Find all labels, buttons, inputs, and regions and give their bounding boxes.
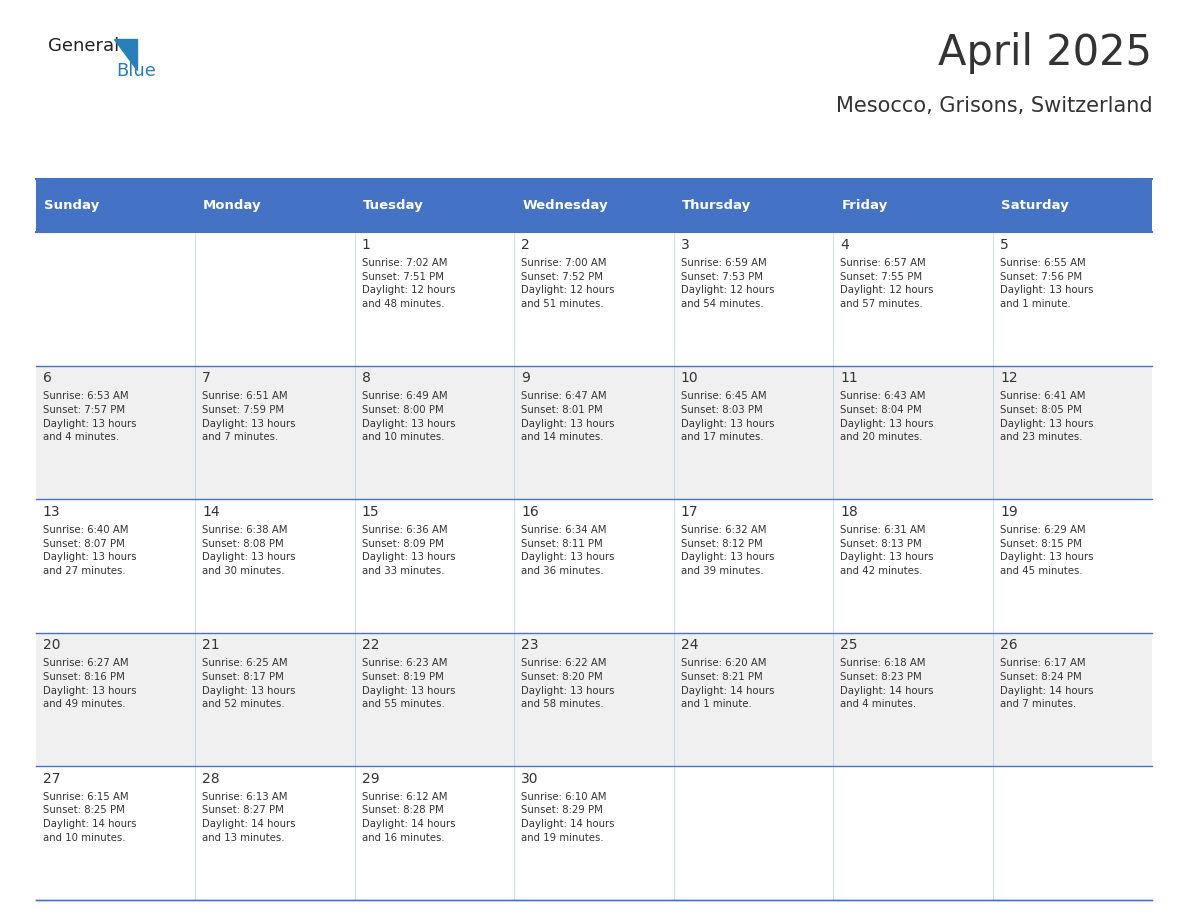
- Text: Sunrise: 6:15 AM
Sunset: 8:25 PM
Daylight: 14 hours
and 10 minutes.: Sunrise: 6:15 AM Sunset: 8:25 PM Dayligh…: [43, 792, 137, 843]
- Text: 25: 25: [840, 638, 858, 652]
- Text: Sunrise: 6:13 AM
Sunset: 8:27 PM
Daylight: 14 hours
and 13 minutes.: Sunrise: 6:13 AM Sunset: 8:27 PM Dayligh…: [202, 792, 296, 843]
- Bar: [36, 232, 1152, 365]
- Text: 26: 26: [1000, 638, 1018, 652]
- Text: Blue: Blue: [116, 62, 157, 81]
- Text: 8: 8: [362, 371, 371, 386]
- Text: 2: 2: [522, 238, 530, 252]
- Bar: [195, 179, 355, 232]
- Text: Sunrise: 6:31 AM
Sunset: 8:13 PM
Daylight: 13 hours
and 42 minutes.: Sunrise: 6:31 AM Sunset: 8:13 PM Dayligh…: [840, 525, 934, 576]
- Text: Sunrise: 6:57 AM
Sunset: 7:55 PM
Daylight: 12 hours
and 57 minutes.: Sunrise: 6:57 AM Sunset: 7:55 PM Dayligh…: [840, 258, 934, 308]
- Text: Sunrise: 6:17 AM
Sunset: 8:24 PM
Daylight: 14 hours
and 7 minutes.: Sunrise: 6:17 AM Sunset: 8:24 PM Dayligh…: [1000, 658, 1093, 710]
- Text: Sunrise: 6:36 AM
Sunset: 8:09 PM
Daylight: 13 hours
and 33 minutes.: Sunrise: 6:36 AM Sunset: 8:09 PM Dayligh…: [362, 525, 455, 576]
- Text: Sunrise: 6:29 AM
Sunset: 8:15 PM
Daylight: 13 hours
and 45 minutes.: Sunrise: 6:29 AM Sunset: 8:15 PM Dayligh…: [1000, 525, 1093, 576]
- Text: 4: 4: [840, 238, 849, 252]
- Bar: [36, 767, 1152, 900]
- Text: 28: 28: [202, 772, 220, 786]
- Text: 10: 10: [681, 371, 699, 386]
- Text: General: General: [48, 37, 119, 55]
- Text: Sunrise: 6:27 AM
Sunset: 8:16 PM
Daylight: 13 hours
and 49 minutes.: Sunrise: 6:27 AM Sunset: 8:16 PM Dayligh…: [43, 658, 137, 710]
- Text: Wednesday: Wednesday: [523, 199, 608, 212]
- Text: Sunrise: 6:45 AM
Sunset: 8:03 PM
Daylight: 13 hours
and 17 minutes.: Sunrise: 6:45 AM Sunset: 8:03 PM Dayligh…: [681, 391, 775, 442]
- Text: Sunrise: 6:12 AM
Sunset: 8:28 PM
Daylight: 14 hours
and 16 minutes.: Sunrise: 6:12 AM Sunset: 8:28 PM Dayligh…: [362, 792, 455, 843]
- Text: 9: 9: [522, 371, 530, 386]
- Text: Saturday: Saturday: [1000, 199, 1068, 212]
- Text: 13: 13: [43, 505, 61, 519]
- Bar: [674, 179, 833, 232]
- Text: Sunrise: 7:02 AM
Sunset: 7:51 PM
Daylight: 12 hours
and 48 minutes.: Sunrise: 7:02 AM Sunset: 7:51 PM Dayligh…: [362, 258, 455, 308]
- Polygon shape: [114, 39, 137, 70]
- Text: Sunrise: 6:51 AM
Sunset: 7:59 PM
Daylight: 13 hours
and 7 minutes.: Sunrise: 6:51 AM Sunset: 7:59 PM Dayligh…: [202, 391, 296, 442]
- Text: Sunrise: 6:38 AM
Sunset: 8:08 PM
Daylight: 13 hours
and 30 minutes.: Sunrise: 6:38 AM Sunset: 8:08 PM Dayligh…: [202, 525, 296, 576]
- Text: Sunday: Sunday: [44, 199, 99, 212]
- Text: 17: 17: [681, 505, 699, 519]
- Text: Sunrise: 6:22 AM
Sunset: 8:20 PM
Daylight: 13 hours
and 58 minutes.: Sunrise: 6:22 AM Sunset: 8:20 PM Dayligh…: [522, 658, 615, 710]
- Text: 14: 14: [202, 505, 220, 519]
- Text: 19: 19: [1000, 505, 1018, 519]
- Text: Thursday: Thursday: [682, 199, 751, 212]
- Text: 18: 18: [840, 505, 858, 519]
- Bar: [36, 633, 1152, 767]
- Text: Sunrise: 6:47 AM
Sunset: 8:01 PM
Daylight: 13 hours
and 14 minutes.: Sunrise: 6:47 AM Sunset: 8:01 PM Dayligh…: [522, 391, 615, 442]
- Bar: [36, 499, 1152, 633]
- Text: Sunrise: 6:23 AM
Sunset: 8:19 PM
Daylight: 13 hours
and 55 minutes.: Sunrise: 6:23 AM Sunset: 8:19 PM Dayligh…: [362, 658, 455, 710]
- Text: 6: 6: [43, 371, 51, 386]
- Text: 5: 5: [1000, 238, 1009, 252]
- Text: Sunrise: 6:53 AM
Sunset: 7:57 PM
Daylight: 13 hours
and 4 minutes.: Sunrise: 6:53 AM Sunset: 7:57 PM Dayligh…: [43, 391, 137, 442]
- Text: 27: 27: [43, 772, 61, 786]
- Text: Sunrise: 6:43 AM
Sunset: 8:04 PM
Daylight: 13 hours
and 20 minutes.: Sunrise: 6:43 AM Sunset: 8:04 PM Dayligh…: [840, 391, 934, 442]
- Text: Sunrise: 7:00 AM
Sunset: 7:52 PM
Daylight: 12 hours
and 51 minutes.: Sunrise: 7:00 AM Sunset: 7:52 PM Dayligh…: [522, 258, 615, 308]
- Text: 22: 22: [362, 638, 379, 652]
- Text: 3: 3: [681, 238, 690, 252]
- Text: Sunrise: 6:59 AM
Sunset: 7:53 PM
Daylight: 12 hours
and 54 minutes.: Sunrise: 6:59 AM Sunset: 7:53 PM Dayligh…: [681, 258, 775, 308]
- Text: Sunrise: 6:55 AM
Sunset: 7:56 PM
Daylight: 13 hours
and 1 minute.: Sunrise: 6:55 AM Sunset: 7:56 PM Dayligh…: [1000, 258, 1093, 308]
- Text: 11: 11: [840, 371, 858, 386]
- Bar: [993, 179, 1152, 232]
- Text: 7: 7: [202, 371, 211, 386]
- Text: Sunrise: 6:40 AM
Sunset: 8:07 PM
Daylight: 13 hours
and 27 minutes.: Sunrise: 6:40 AM Sunset: 8:07 PM Dayligh…: [43, 525, 137, 576]
- Text: April 2025: April 2025: [939, 32, 1152, 74]
- Text: Sunrise: 6:18 AM
Sunset: 8:23 PM
Daylight: 14 hours
and 4 minutes.: Sunrise: 6:18 AM Sunset: 8:23 PM Dayligh…: [840, 658, 934, 710]
- Text: 12: 12: [1000, 371, 1018, 386]
- Text: 1: 1: [362, 238, 371, 252]
- Text: Sunrise: 6:32 AM
Sunset: 8:12 PM
Daylight: 13 hours
and 39 minutes.: Sunrise: 6:32 AM Sunset: 8:12 PM Dayligh…: [681, 525, 775, 576]
- Bar: [36, 179, 195, 232]
- Text: Sunrise: 6:49 AM
Sunset: 8:00 PM
Daylight: 13 hours
and 10 minutes.: Sunrise: 6:49 AM Sunset: 8:00 PM Dayligh…: [362, 391, 455, 442]
- Text: Sunrise: 6:20 AM
Sunset: 8:21 PM
Daylight: 14 hours
and 1 minute.: Sunrise: 6:20 AM Sunset: 8:21 PM Dayligh…: [681, 658, 775, 710]
- Bar: [514, 179, 674, 232]
- Text: 20: 20: [43, 638, 61, 652]
- Text: 21: 21: [202, 638, 220, 652]
- Text: 29: 29: [362, 772, 379, 786]
- Text: 15: 15: [362, 505, 379, 519]
- Bar: [355, 179, 514, 232]
- Text: Friday: Friday: [841, 199, 887, 212]
- Text: Sunrise: 6:10 AM
Sunset: 8:29 PM
Daylight: 14 hours
and 19 minutes.: Sunrise: 6:10 AM Sunset: 8:29 PM Dayligh…: [522, 792, 615, 843]
- Text: 30: 30: [522, 772, 539, 786]
- Text: 16: 16: [522, 505, 539, 519]
- Text: Monday: Monday: [203, 199, 261, 212]
- Text: Sunrise: 6:34 AM
Sunset: 8:11 PM
Daylight: 13 hours
and 36 minutes.: Sunrise: 6:34 AM Sunset: 8:11 PM Dayligh…: [522, 525, 615, 576]
- Text: Mesocco, Grisons, Switzerland: Mesocco, Grisons, Switzerland: [835, 96, 1152, 117]
- Text: Tuesday: Tuesday: [362, 199, 423, 212]
- Text: Sunrise: 6:25 AM
Sunset: 8:17 PM
Daylight: 13 hours
and 52 minutes.: Sunrise: 6:25 AM Sunset: 8:17 PM Dayligh…: [202, 658, 296, 710]
- Bar: [833, 179, 993, 232]
- Text: Sunrise: 6:41 AM
Sunset: 8:05 PM
Daylight: 13 hours
and 23 minutes.: Sunrise: 6:41 AM Sunset: 8:05 PM Dayligh…: [1000, 391, 1093, 442]
- Bar: [36, 365, 1152, 499]
- Text: 23: 23: [522, 638, 539, 652]
- Text: 24: 24: [681, 638, 699, 652]
